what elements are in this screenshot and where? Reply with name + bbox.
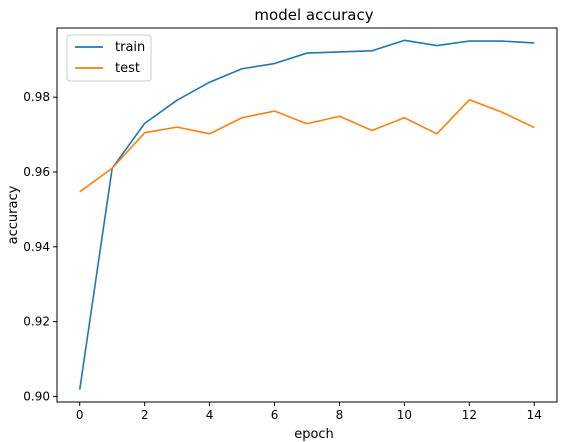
- x-axis-label: epoch: [294, 427, 334, 442]
- legend-label-test: test: [115, 61, 140, 76]
- series-line-test: [79, 99, 535, 193]
- y-tick-label: 0.96: [23, 165, 50, 179]
- plot-frame: [56, 27, 558, 403]
- x-tick-label: 14: [527, 408, 542, 422]
- y-tick-label: 0.92: [23, 315, 50, 329]
- y-axis-label: accuracy: [6, 185, 21, 244]
- series-line-train: [78, 39, 535, 390]
- x-tick-label: 2: [141, 408, 149, 422]
- series-layer: [78, 39, 535, 390]
- chart-title: model accuracy: [254, 6, 373, 24]
- x-axis-ticks: 0 2 4 6 8 10 12 14: [76, 402, 542, 422]
- y-axis-ticks: 0.90 0.92 0.94 0.96 0.98: [23, 90, 57, 403]
- x-tick-label: 10: [397, 408, 412, 422]
- x-tick-label: 8: [336, 408, 344, 422]
- y-tick-label: 0.90: [23, 389, 50, 403]
- legend: train test: [66, 34, 152, 82]
- y-tick-label: 0.94: [23, 240, 50, 254]
- y-tick-label: 0.98: [23, 90, 50, 104]
- x-tick-label: 4: [206, 408, 214, 422]
- x-tick-label: 12: [462, 408, 477, 422]
- legend-label-train: train: [115, 40, 145, 55]
- x-tick-label: 6: [271, 408, 279, 422]
- x-tick-label: 0: [76, 408, 84, 422]
